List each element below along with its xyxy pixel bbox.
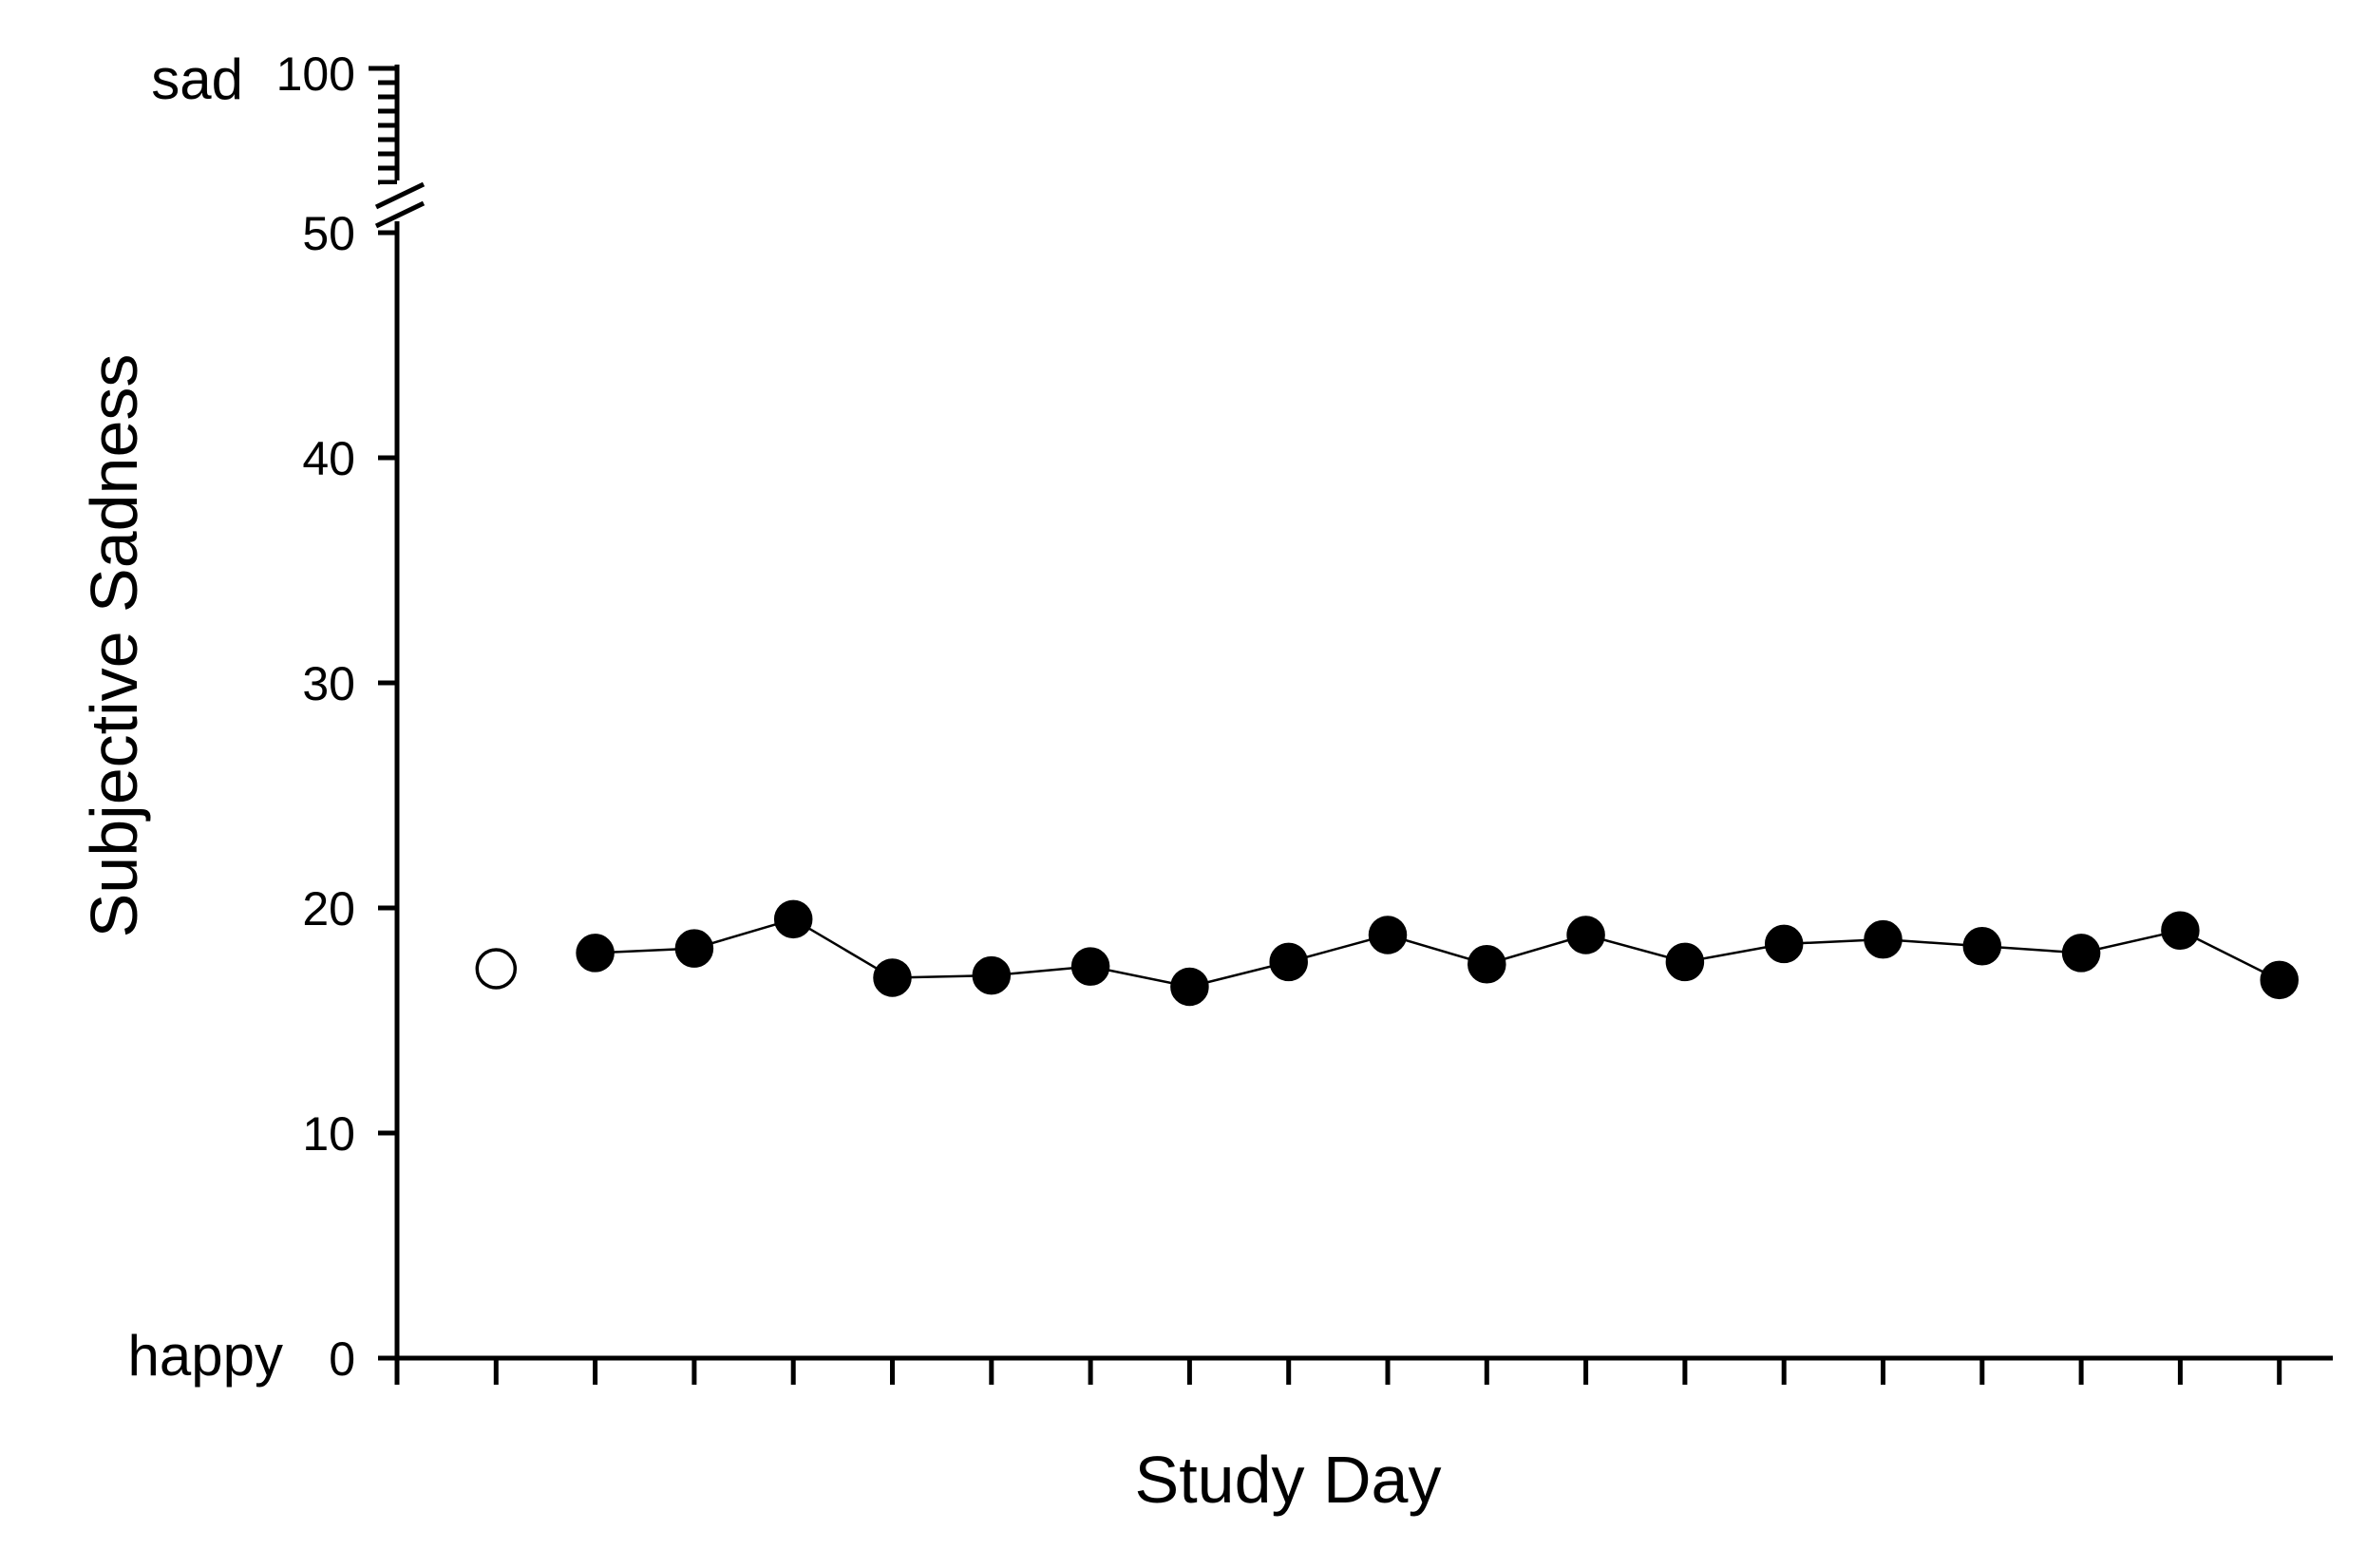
data-point bbox=[2260, 960, 2299, 1000]
y-tick-label: 30 bbox=[302, 657, 355, 710]
data-point bbox=[1269, 942, 1308, 982]
series-group bbox=[475, 899, 2299, 1007]
data-point bbox=[773, 899, 813, 939]
data-point bbox=[873, 958, 912, 997]
series-line bbox=[595, 917, 2281, 989]
data-point bbox=[1368, 916, 1408, 954]
x-axis-ticks bbox=[394, 1358, 2282, 1385]
data-point bbox=[1864, 919, 1903, 959]
data-point bbox=[2061, 934, 2101, 973]
data-point bbox=[1962, 927, 2002, 966]
x-axis-title: Study Day bbox=[1135, 1443, 1442, 1517]
y-tick-label: 0 bbox=[329, 1332, 355, 1386]
upper-tick-label: 100 bbox=[276, 47, 355, 101]
baseline-point bbox=[475, 948, 518, 990]
y-tick-label: 50 bbox=[302, 207, 355, 260]
data-point bbox=[674, 929, 714, 968]
y-end-label-top: sad bbox=[151, 47, 243, 111]
data-point bbox=[972, 955, 1012, 995]
data-point bbox=[2161, 911, 2200, 950]
data-point bbox=[576, 934, 615, 973]
axis-break-mark bbox=[374, 181, 427, 229]
data-point bbox=[1070, 947, 1110, 986]
data-point bbox=[1566, 916, 1605, 954]
y-end-label-bottom: happy bbox=[128, 1324, 283, 1388]
data-point bbox=[1468, 945, 1506, 984]
y-tick-label: 10 bbox=[302, 1107, 355, 1161]
y-tick-label: 40 bbox=[302, 432, 355, 485]
y-axis-title: Subjective Sadness bbox=[77, 354, 151, 938]
y-axis-ticks bbox=[378, 230, 397, 1361]
y-tick-label: 20 bbox=[302, 882, 355, 935]
data-point bbox=[1764, 924, 1804, 964]
data-point bbox=[1170, 967, 1209, 1007]
data-point bbox=[1665, 942, 1705, 982]
y-axis-tick-labels: 0 10 20 30 40 50 bbox=[302, 207, 355, 1386]
upper-segment-ticks bbox=[369, 66, 397, 185]
